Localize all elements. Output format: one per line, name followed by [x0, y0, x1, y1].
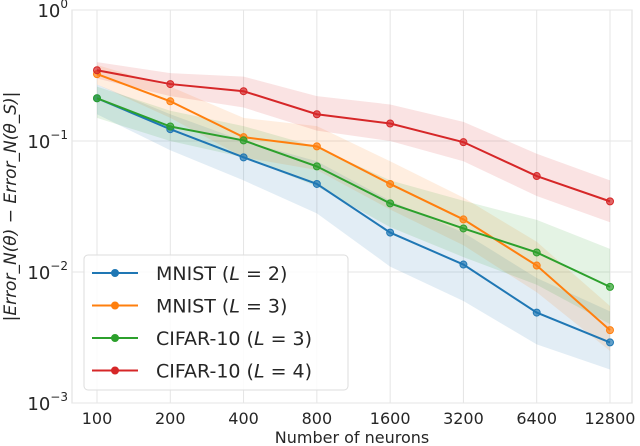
legend-marker — [111, 334, 119, 342]
legend-box — [83, 254, 349, 391]
data-point — [312, 110, 321, 119]
legend-label-var: L — [254, 361, 265, 383]
x-tick-label: 100 — [82, 409, 113, 428]
data-point — [312, 142, 321, 151]
series-line — [96, 97, 611, 344]
data-point — [166, 80, 175, 89]
legend-label-rest: = 2) — [240, 263, 288, 285]
x-tick-label: 200 — [155, 409, 186, 428]
data-point — [166, 97, 175, 106]
data-point — [386, 119, 395, 128]
legend-label-var: L — [254, 328, 265, 350]
x-tick-label: 800 — [302, 409, 333, 428]
series-line — [96, 73, 611, 331]
data-point — [312, 162, 321, 171]
legend-label-main: MNIST ( — [156, 263, 229, 285]
data-point — [93, 94, 101, 103]
x-tick-label: 6400 — [516, 409, 557, 428]
legend-label-main: CIFAR-10 ( — [156, 361, 254, 383]
legend: MNIST (L = 2)MNIST (L = 3)CIFAR-10 (L = … — [83, 254, 349, 391]
data-point — [532, 172, 541, 181]
data-point — [459, 224, 468, 233]
data-point — [606, 338, 614, 347]
legend-label-var: L — [229, 263, 240, 285]
data-point — [606, 197, 614, 206]
x-tick-label: 1600 — [370, 409, 411, 428]
x-tick-label: 3200 — [443, 409, 484, 428]
legend-label: CIFAR-10 (L = 4) — [156, 361, 312, 383]
data-point — [459, 138, 468, 147]
legend-label-main: MNIST ( — [156, 296, 229, 318]
y-tick-exponent: 0 — [60, 0, 68, 11]
data-point — [606, 326, 614, 335]
y-tick-label: 100 — [37, 0, 68, 22]
legend-label: CIFAR-10 (L = 3) — [156, 328, 312, 350]
legend-label: MNIST (L = 3) — [156, 296, 287, 318]
legend-label-main: CIFAR-10 ( — [156, 328, 254, 350]
legend-label: MNIST (L = 2) — [156, 263, 287, 285]
data-point — [459, 260, 468, 269]
data-point — [386, 179, 395, 188]
data-point — [239, 136, 248, 145]
y-axis-label: |Error_N(θ) − Error_N(θ_S)| — [1, 92, 21, 322]
legend-marker — [111, 301, 119, 310]
y-tick-base: 10 — [27, 263, 50, 284]
data-point — [93, 66, 101, 75]
data-point — [386, 228, 395, 237]
y-tick-exponent: −3 — [50, 390, 68, 404]
series-line — [96, 97, 611, 288]
x-axis-label: Number of neurons — [275, 428, 429, 446]
legend-marker — [111, 269, 119, 277]
legend-marker — [111, 366, 119, 375]
data-point — [532, 248, 541, 257]
series-line — [96, 69, 611, 203]
y-tick-base: 10 — [27, 132, 50, 153]
y-tick-base: 10 — [27, 394, 50, 415]
data-point — [239, 153, 248, 162]
y-tick-exponent: −1 — [50, 128, 68, 142]
data-point — [606, 282, 614, 291]
confidence-band — [97, 84, 610, 370]
legend-label-var: L — [229, 296, 240, 318]
data-point — [239, 87, 248, 96]
y-tick-label: 10−2 — [27, 259, 68, 284]
legend-label-rest: = 4) — [265, 361, 313, 383]
confidence-band — [97, 62, 610, 223]
y-tick-exponent: −2 — [50, 259, 68, 273]
x-tick-label: 12800 — [585, 409, 636, 428]
y-tick-label: 10−3 — [27, 390, 68, 415]
legend-label-rest: = 3) — [265, 328, 313, 350]
data-point — [459, 215, 468, 224]
x-tick-label: 400 — [228, 409, 259, 428]
y-tick-label: 10−1 — [27, 128, 68, 153]
legend-label-rest: = 3) — [240, 296, 288, 318]
data-point — [532, 308, 541, 317]
data-point — [386, 199, 395, 208]
data-point — [312, 179, 321, 188]
data-point — [532, 261, 541, 270]
confidence-band — [97, 86, 610, 325]
y-tick-base: 10 — [37, 1, 60, 22]
data-point — [166, 122, 175, 131]
